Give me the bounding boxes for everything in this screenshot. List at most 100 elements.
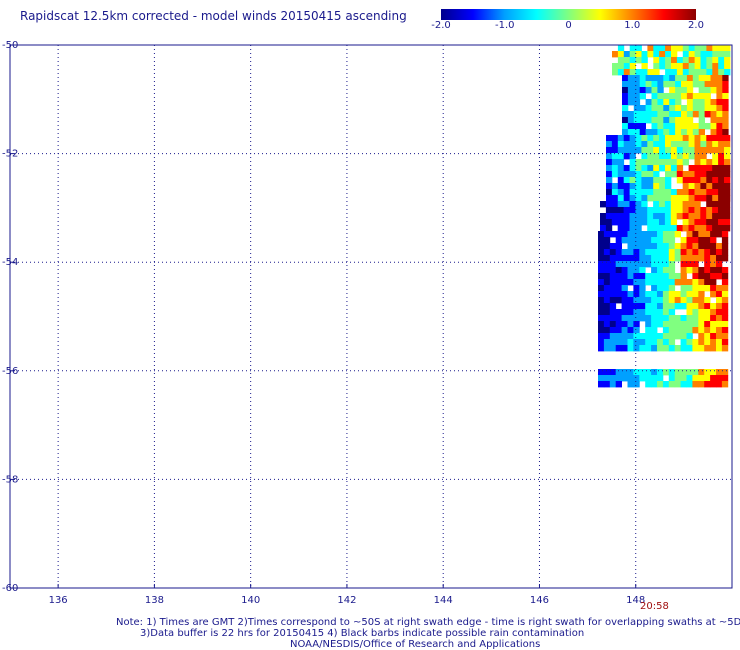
wind-cell — [670, 135, 678, 142]
wind-cell — [623, 165, 630, 172]
wind-cell — [657, 303, 664, 310]
wind-cell — [609, 309, 617, 316]
wind-cell — [722, 87, 729, 94]
wind-cell — [668, 249, 676, 256]
wind-cell — [662, 339, 670, 346]
wind-cell — [657, 237, 664, 244]
wind-cell — [680, 273, 687, 280]
wind-cell — [651, 249, 658, 256]
wind-cell — [623, 51, 631, 58]
wind-cell — [651, 123, 658, 130]
wind-cell — [674, 381, 681, 388]
wind-cell — [639, 105, 646, 112]
wind-cell — [698, 303, 705, 310]
wind-cell — [680, 339, 687, 346]
wind-cell — [680, 321, 687, 328]
wind-cell — [692, 267, 699, 274]
wind-cell — [688, 213, 695, 220]
wind-cell — [657, 345, 664, 352]
wind-cell — [635, 195, 642, 202]
wind-cell — [657, 81, 664, 88]
wind-cell — [606, 159, 613, 166]
scatterometer-swath — [598, 45, 731, 388]
wind-cell — [629, 159, 636, 166]
wind-cell — [606, 153, 613, 160]
wind-cell — [676, 213, 683, 220]
wind-cell — [688, 219, 695, 226]
wind-cell — [662, 309, 670, 316]
wind-cell — [721, 309, 729, 316]
wind-cell — [651, 75, 658, 82]
wind-cell — [692, 129, 700, 136]
wind-cell — [706, 135, 713, 142]
wind-cell — [700, 207, 707, 214]
wind-cell — [598, 309, 605, 316]
wind-cell — [710, 261, 717, 268]
wind-cell — [645, 303, 652, 310]
wind-cell — [686, 303, 693, 310]
wind-cell — [635, 207, 642, 214]
wind-cell — [681, 123, 688, 130]
wind-cell — [611, 147, 619, 154]
wind-cell — [686, 339, 693, 346]
wind-cell — [641, 147, 648, 154]
wind-cell — [676, 45, 684, 52]
wind-cell — [603, 261, 611, 268]
wind-cell — [668, 255, 676, 262]
wind-cell — [688, 207, 695, 214]
wind-cell — [698, 285, 705, 292]
wind-cell — [694, 177, 701, 184]
wind-cell — [598, 231, 605, 238]
wind-cell — [653, 165, 660, 172]
wind-cell — [662, 345, 670, 352]
wind-cell — [598, 267, 605, 274]
wind-cell — [682, 207, 689, 214]
wind-cell — [653, 147, 660, 154]
wind-cell — [662, 237, 670, 244]
wind-cell — [617, 159, 625, 166]
wind-cell — [609, 297, 617, 304]
wind-cell — [623, 201, 630, 208]
wind-cell — [692, 369, 699, 376]
wind-cell — [669, 105, 676, 112]
wind-cell — [710, 117, 717, 124]
wind-cell — [704, 345, 711, 352]
wind-cell — [671, 57, 678, 64]
wind-cell — [653, 57, 660, 64]
wind-cell — [671, 45, 678, 52]
wind-cell — [611, 189, 619, 196]
colorbar-label: 1.0 — [624, 20, 641, 31]
wind-cell — [627, 327, 634, 334]
wind-cell — [721, 339, 729, 346]
wind-cell — [647, 207, 654, 214]
wind-cell — [659, 135, 666, 142]
wind-cell — [603, 345, 611, 352]
wind-cell — [663, 111, 670, 118]
wind-cell — [716, 321, 723, 328]
wind-cell — [704, 237, 711, 244]
wind-cell — [710, 123, 717, 130]
wind-cell — [663, 93, 670, 100]
wind-cell — [647, 177, 654, 184]
lon-tick-label: 138 — [145, 595, 164, 606]
colorbar-label: -2.0 — [431, 20, 451, 31]
wind-cell — [704, 81, 711, 88]
wind-cell — [611, 201, 619, 208]
wind-cell — [718, 183, 725, 190]
wind-cell — [657, 297, 664, 304]
wind-cell — [645, 231, 652, 238]
wind-cell — [710, 267, 717, 274]
wind-cell — [611, 183, 619, 190]
wind-cell — [721, 255, 729, 262]
wind-cell — [704, 381, 711, 388]
wind-cell — [662, 267, 670, 274]
wind-cell — [716, 285, 723, 292]
wind-cell — [721, 297, 729, 304]
wind-cell — [635, 177, 642, 184]
wind-cell — [641, 219, 648, 226]
wind-cell — [657, 369, 664, 376]
wind-cell — [623, 219, 630, 226]
wind-cell — [704, 249, 711, 256]
wind-cell — [606, 141, 613, 148]
note-line-3: NOAA/NESDIS/Office of Research and Appli… — [290, 639, 541, 650]
